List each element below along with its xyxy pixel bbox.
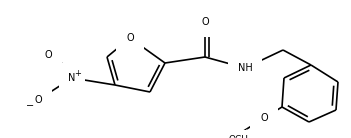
Text: O: O bbox=[201, 17, 209, 27]
Text: O: O bbox=[260, 113, 268, 123]
Text: O: O bbox=[34, 95, 42, 105]
Text: −: − bbox=[26, 101, 34, 111]
Text: NH: NH bbox=[238, 63, 252, 73]
Text: +: + bbox=[74, 68, 81, 78]
Text: N: N bbox=[68, 73, 76, 83]
Text: O: O bbox=[44, 50, 52, 60]
Text: O: O bbox=[126, 33, 134, 43]
Text: methoxy: methoxy bbox=[246, 129, 252, 130]
Text: OCH₃: OCH₃ bbox=[228, 135, 252, 138]
